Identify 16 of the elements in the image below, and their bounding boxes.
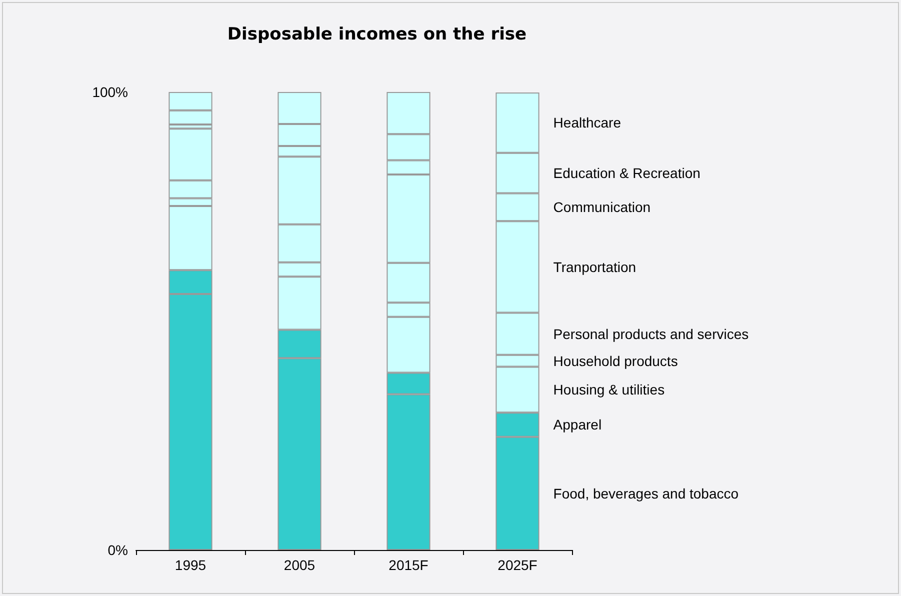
series-label: Apparel	[553, 416, 602, 433]
y-tick-label: 100%	[92, 84, 128, 100]
x-tick-label: 2015F	[388, 557, 428, 573]
y-tick-label: 0%	[108, 542, 128, 558]
series-label: Tranportation	[553, 258, 636, 275]
x-tick-label: 2005	[284, 557, 316, 573]
series-label: Household products	[553, 352, 678, 369]
series-label: Healthcare	[553, 114, 622, 131]
series-label: Housing & utilities	[553, 382, 665, 398]
chart-title: Disposable incomes on the rise	[227, 24, 527, 44]
series-label: Education & Recreation	[553, 165, 700, 182]
x-tick-label: 2025F	[498, 557, 538, 573]
series-label: Communication	[553, 199, 651, 216]
x-tick-label: 1995	[174, 557, 206, 573]
series-label: Food, beverages and tobacco	[553, 485, 739, 502]
series-label: Personal products and services	[553, 326, 749, 342]
